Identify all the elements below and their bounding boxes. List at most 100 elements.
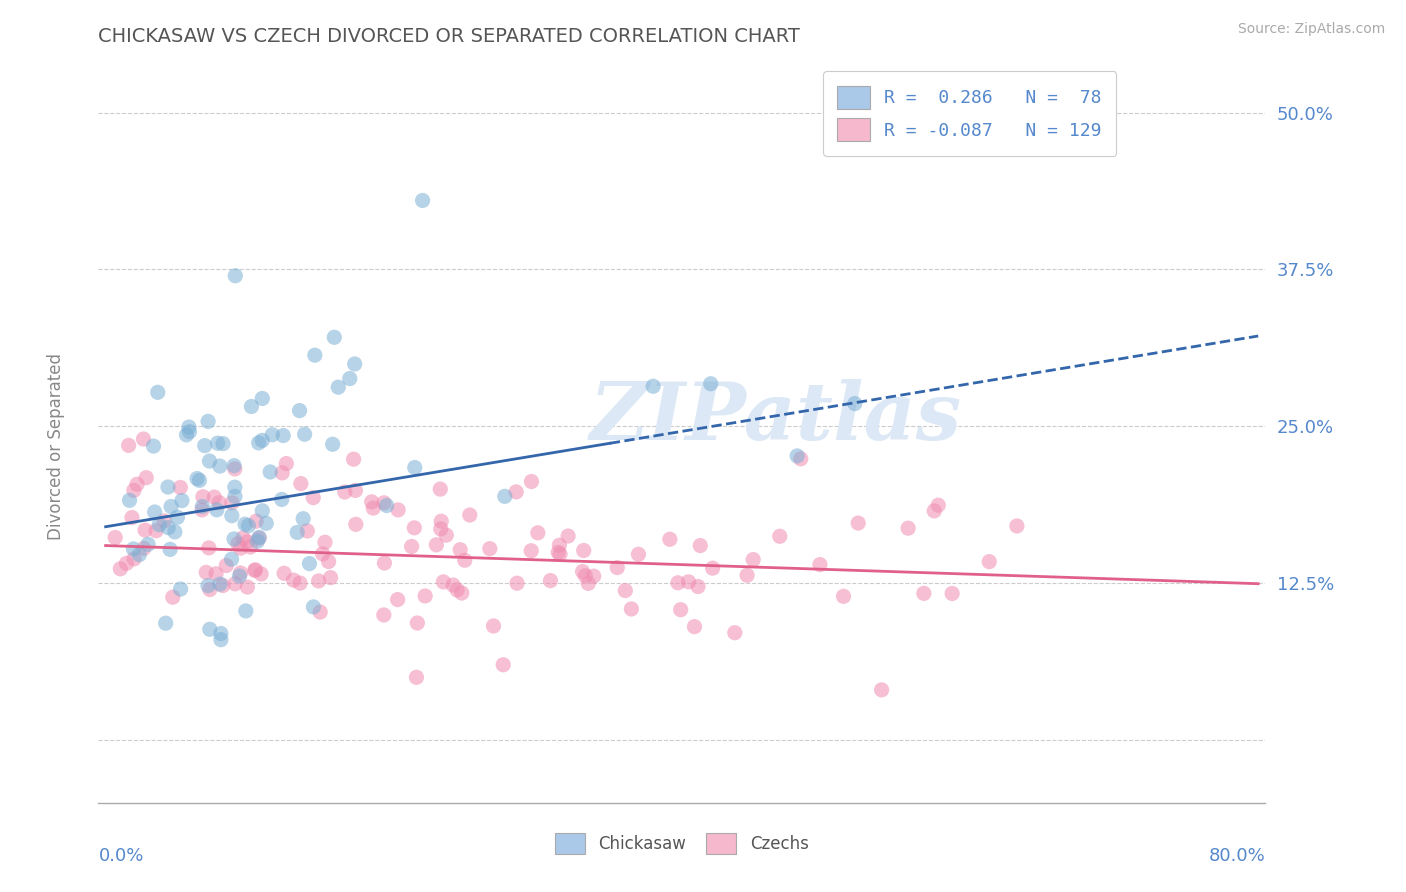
- Point: [224, 462, 246, 476]
- Point: [212, 578, 235, 592]
- Point: [304, 348, 326, 362]
- Point: [941, 586, 963, 600]
- Point: [233, 517, 256, 532]
- Point: [191, 500, 214, 514]
- Point: [224, 480, 246, 494]
- Point: [169, 582, 191, 596]
- Point: [238, 518, 260, 533]
- Point: [202, 490, 225, 504]
- Point: [294, 427, 316, 442]
- Point: [343, 357, 366, 371]
- Point: [832, 590, 855, 604]
- Point: [441, 578, 464, 592]
- Point: [188, 474, 211, 488]
- Point: [311, 547, 333, 561]
- Point: [221, 508, 243, 523]
- Point: [246, 534, 269, 549]
- Point: [252, 434, 274, 448]
- Point: [247, 530, 270, 544]
- Point: [343, 452, 366, 467]
- Point: [191, 490, 214, 504]
- Point: [683, 620, 706, 634]
- Point: [229, 541, 252, 556]
- Point: [538, 574, 561, 588]
- Text: ZIPatlas: ZIPatlas: [589, 379, 962, 457]
- Point: [208, 577, 231, 591]
- Legend: Chickasaw, Czechs: Chickasaw, Czechs: [548, 826, 815, 861]
- Point: [430, 514, 453, 528]
- Point: [344, 517, 367, 532]
- Point: [686, 580, 709, 594]
- Point: [285, 525, 308, 540]
- Point: [404, 460, 426, 475]
- Point: [735, 568, 758, 582]
- Point: [283, 573, 305, 587]
- Point: [186, 472, 208, 486]
- Point: [786, 449, 808, 463]
- Point: [302, 491, 325, 505]
- Point: [548, 538, 571, 552]
- Point: [373, 607, 395, 622]
- Point: [790, 451, 813, 466]
- Point: [276, 457, 298, 471]
- Point: [375, 499, 398, 513]
- Point: [922, 504, 945, 518]
- Point: [229, 566, 252, 580]
- Point: [209, 632, 232, 647]
- Point: [571, 565, 593, 579]
- Point: [271, 428, 294, 442]
- Point: [117, 438, 139, 452]
- Point: [449, 542, 471, 557]
- Point: [606, 560, 628, 574]
- Point: [191, 503, 214, 517]
- Point: [572, 543, 595, 558]
- Point: [425, 538, 447, 552]
- Point: [134, 523, 156, 537]
- Point: [221, 496, 243, 510]
- Text: 80.0%: 80.0%: [1209, 847, 1265, 865]
- Point: [620, 602, 643, 616]
- Point: [505, 484, 527, 499]
- Point: [547, 545, 569, 559]
- Point: [115, 557, 138, 571]
- Point: [527, 525, 550, 540]
- Point: [209, 626, 232, 640]
- Point: [205, 503, 228, 517]
- Point: [689, 539, 711, 553]
- Point: [208, 459, 231, 474]
- Point: [195, 566, 218, 580]
- Point: [198, 582, 221, 597]
- Point: [177, 420, 200, 434]
- Point: [297, 524, 319, 538]
- Point: [429, 522, 451, 536]
- Point: [404, 521, 426, 535]
- Point: [243, 563, 266, 577]
- Point: [387, 592, 409, 607]
- Point: [159, 542, 181, 557]
- Point: [157, 521, 180, 535]
- Point: [429, 482, 451, 496]
- Point: [198, 541, 221, 555]
- Point: [846, 516, 869, 530]
- Point: [132, 432, 155, 446]
- Point: [118, 493, 141, 508]
- Point: [361, 501, 384, 516]
- Point: [197, 579, 219, 593]
- Point: [240, 400, 263, 414]
- Point: [574, 568, 596, 582]
- Point: [121, 510, 143, 524]
- Point: [548, 547, 571, 561]
- Point: [520, 543, 543, 558]
- Point: [146, 385, 169, 400]
- Point: [678, 574, 700, 589]
- Point: [250, 566, 273, 581]
- Point: [273, 566, 295, 581]
- Point: [360, 495, 382, 509]
- Point: [478, 541, 501, 556]
- Point: [292, 512, 315, 526]
- Point: [221, 552, 243, 566]
- Point: [482, 619, 505, 633]
- Point: [142, 439, 165, 453]
- Point: [576, 576, 599, 591]
- Point: [208, 496, 231, 510]
